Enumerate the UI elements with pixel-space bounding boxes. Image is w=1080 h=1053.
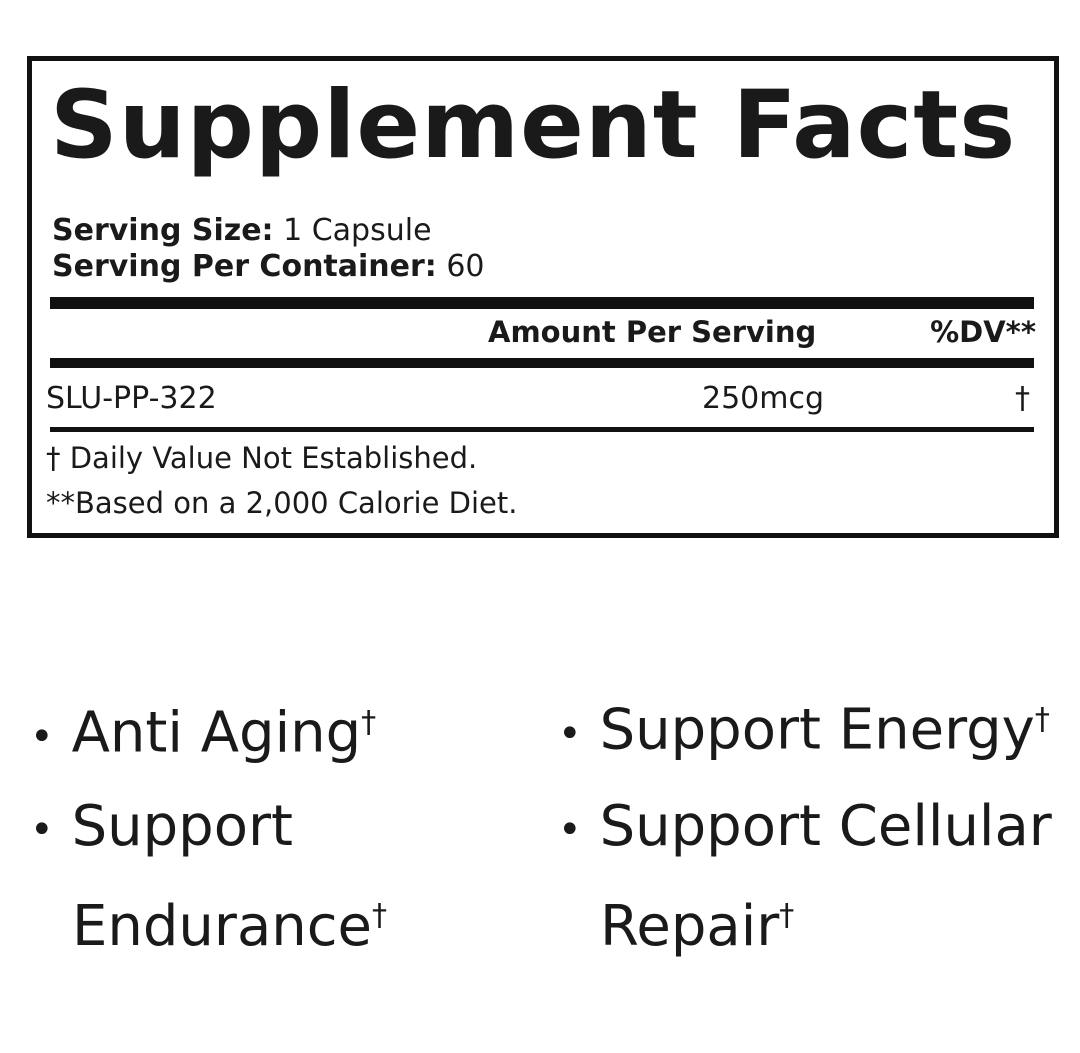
benefit-anti-aging: • Anti Aging† bbox=[30, 700, 377, 766]
ingredient-amount: 250mcg bbox=[702, 381, 825, 416]
ingredient-name: SLU-PP-322 bbox=[46, 381, 217, 416]
divider-thin bbox=[50, 427, 1034, 432]
divider-thick bbox=[50, 297, 1034, 309]
benefit-support-endurance: • Support Endurance† bbox=[30, 794, 387, 959]
benefit-support-energy: • Support Energy† bbox=[558, 697, 1050, 763]
benefit-support-cellular-repair: • Support Cellular Repair† bbox=[558, 794, 1052, 959]
footnote-calorie: **Based on a 2,000 Calorie Diet. bbox=[46, 486, 518, 520]
panel-title: Supplement Facts bbox=[50, 71, 1017, 180]
footnote-dv: † Daily Value Not Established. bbox=[46, 441, 478, 475]
servings-per-container: Serving Per Container: 60 bbox=[52, 249, 485, 284]
ingredient-dv: † bbox=[1015, 381, 1030, 416]
divider-medium bbox=[50, 358, 1034, 368]
serving-size: Serving Size: 1 Capsule bbox=[52, 213, 432, 248]
dv-header: %DV** bbox=[930, 315, 1036, 349]
supplement-facts-panel: Supplement Facts Serving Size: 1 Capsule… bbox=[27, 56, 1059, 538]
amount-header: Amount Per Serving bbox=[488, 315, 817, 349]
